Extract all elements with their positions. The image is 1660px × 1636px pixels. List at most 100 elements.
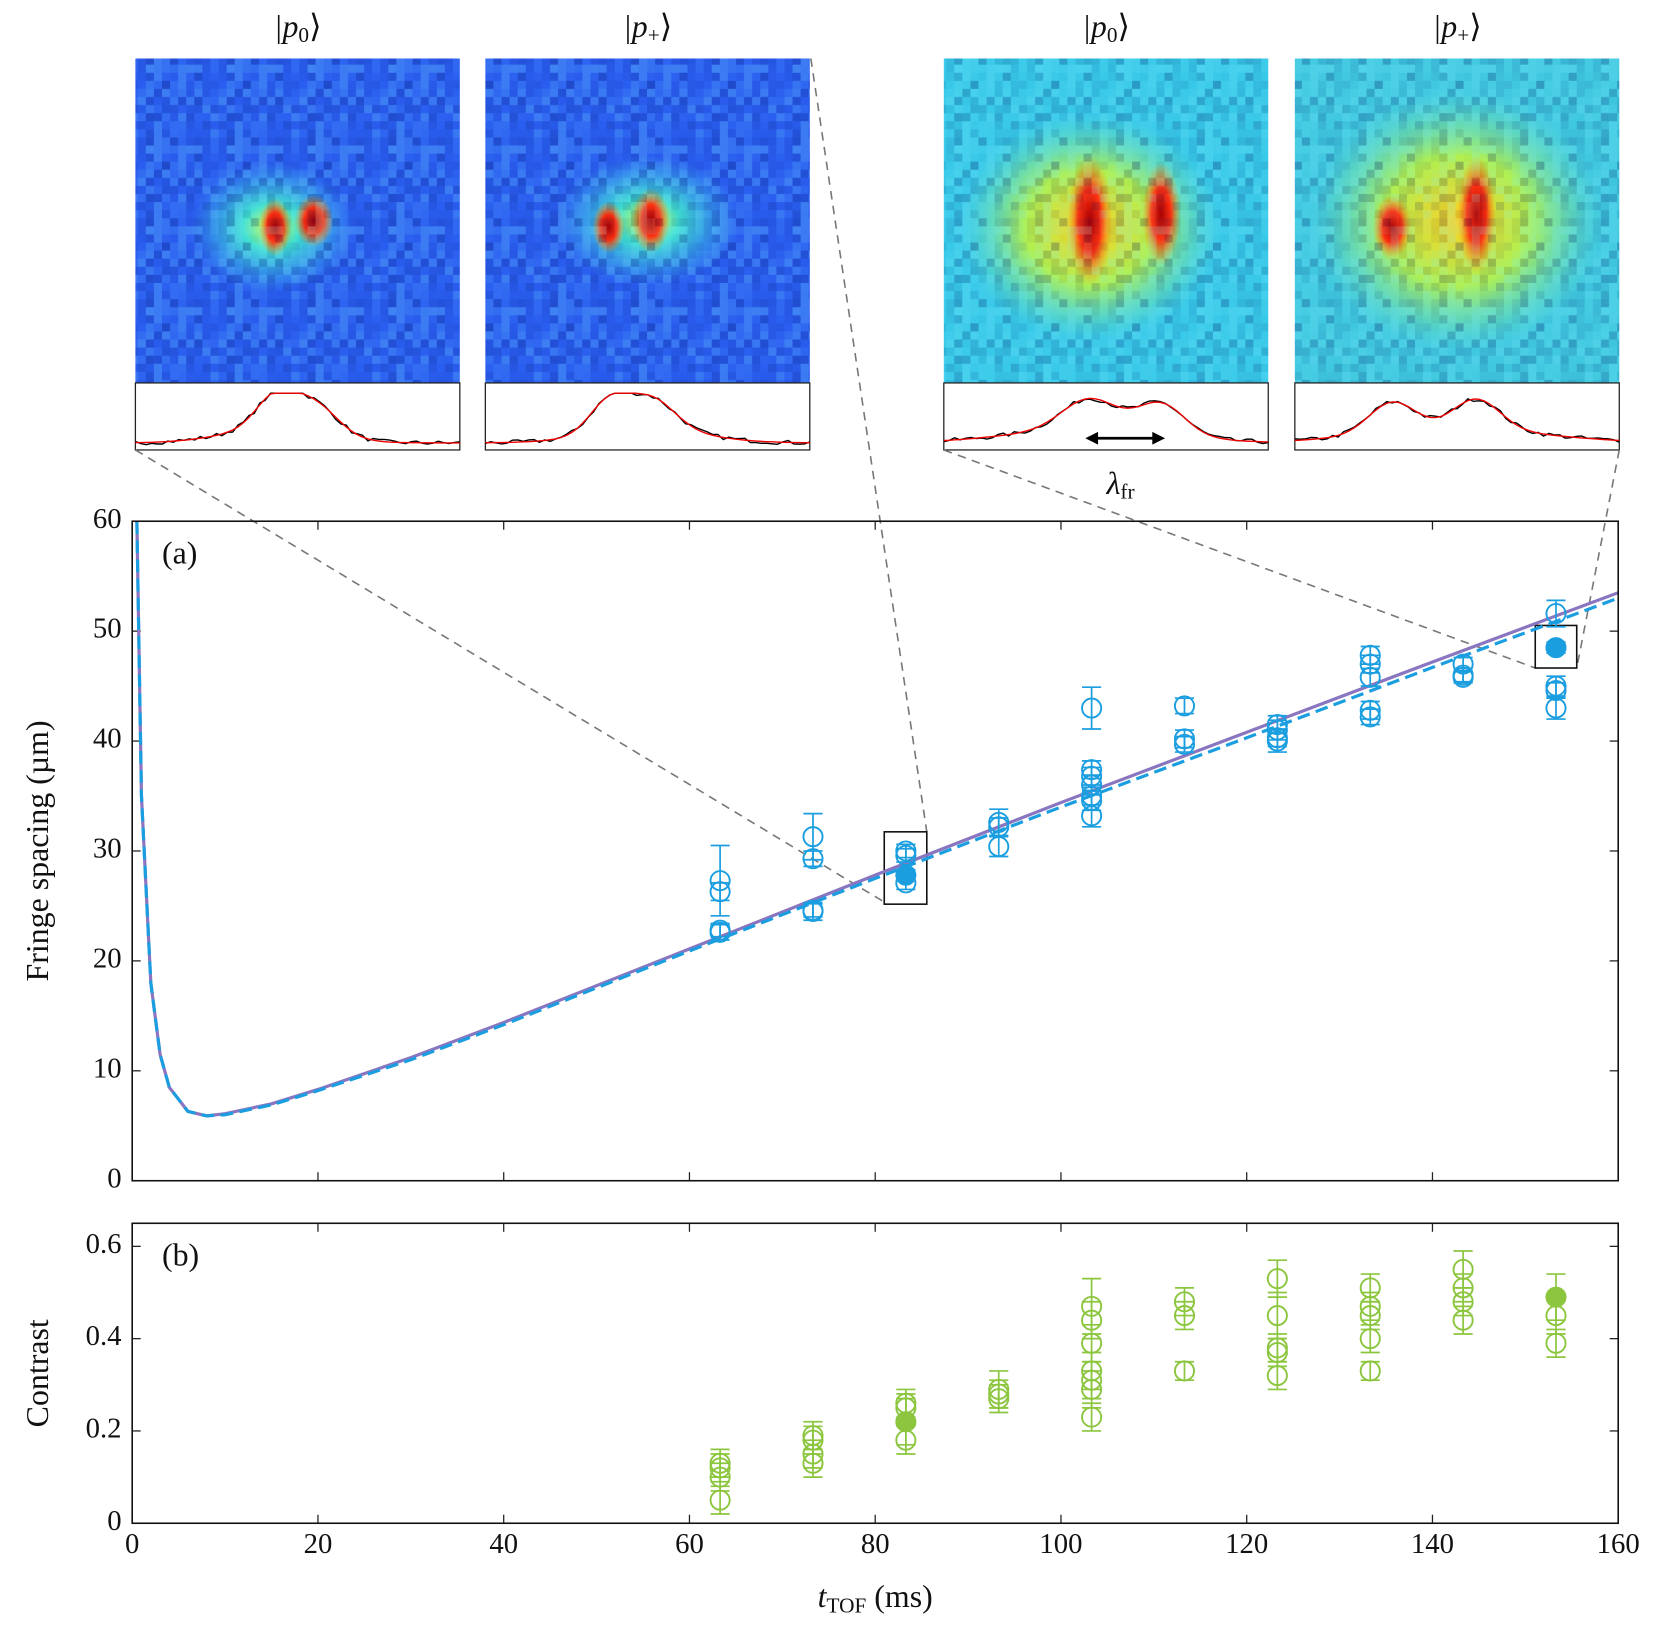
point [1266, 1365, 1288, 1387]
inset-label-part: ⟩ [309, 9, 321, 44]
heatmap-noise [485, 58, 810, 383]
point [1452, 1309, 1474, 1331]
zoom-line [1575, 449, 1621, 669]
x-tick-label: 100 [1039, 1528, 1082, 1560]
heatmap-noise [1294, 58, 1620, 383]
highlight-point [1545, 1286, 1567, 1308]
point [802, 1452, 824, 1474]
profile-fit [135, 392, 460, 444]
inset-label-part: |p [274, 9, 299, 44]
profile-box [943, 382, 1269, 451]
point [1266, 1305, 1288, 1327]
error-bar [1267, 729, 1287, 753]
zoom-line [943, 449, 1536, 669]
point [1081, 805, 1103, 827]
point [802, 826, 824, 848]
x-axis-label-part: TOF [827, 1593, 867, 1617]
y-tick-label: 50 [93, 613, 122, 645]
inset-label-part: 0 [1107, 23, 1118, 47]
error-bar [1546, 696, 1566, 720]
y-tick-label: 20 [93, 942, 122, 974]
y-tick-label: 0 [107, 1162, 121, 1194]
point [1173, 1305, 1196, 1327]
x-tick-label: 0 [125, 1528, 139, 1560]
x-axis-label-part: t [818, 1579, 828, 1614]
highlight-point [895, 864, 917, 886]
point [802, 848, 824, 870]
error-bar [1082, 803, 1102, 828]
inset-label-part: |p [1432, 9, 1457, 44]
profile-fit [943, 397, 1269, 443]
error-bar [710, 844, 730, 917]
inset-label: |p0⟩ [274, 9, 322, 47]
point [1081, 1378, 1103, 1400]
x-axis-label: tTOF (ms) [818, 1579, 933, 1617]
inset-label-part: |p [623, 9, 648, 44]
inset-label-part: ⟩ [1117, 9, 1129, 44]
x-tick-label: 80 [861, 1528, 890, 1560]
point [1081, 697, 1103, 719]
annotation: λfr [1106, 467, 1135, 504]
y-tick-label: 60 [93, 503, 122, 535]
point [1359, 1328, 1381, 1350]
error-bar [1267, 1291, 1287, 1340]
error-bar [1082, 686, 1102, 730]
plot-frame [131, 1222, 1620, 1525]
point [1081, 1406, 1103, 1428]
y-tick-label: 0.6 [86, 1228, 122, 1260]
profile-fit [485, 392, 810, 444]
x-tick-label: 40 [489, 1528, 518, 1560]
error-bar [1267, 1259, 1287, 1298]
plots: 0 10 20 30 40 50 60 Fringe spacing (µm) (a) 0 0.2 0… [20, 503, 1640, 1617]
y-tick-label: 0.2 [86, 1413, 122, 1445]
profile-box [1294, 382, 1620, 451]
point [709, 921, 731, 943]
fit-line [135, 521, 1619, 1118]
point [1359, 666, 1381, 688]
error-bar [1174, 697, 1195, 715]
panel-label: (b) [162, 1238, 199, 1273]
inset-label-part: + [1457, 23, 1469, 47]
profile-fit [1294, 398, 1620, 442]
x-tick-label: 60 [675, 1528, 704, 1560]
y-tick-label: 10 [93, 1052, 122, 1084]
inset-label: |p+⟩ [1432, 9, 1481, 47]
inset-label-part: + [648, 23, 660, 47]
annotation-part: fr [1120, 479, 1134, 503]
x-tick-label: 160 [1597, 1528, 1640, 1560]
heatmap-noise [135, 58, 460, 383]
error-bar [1453, 670, 1473, 684]
point [709, 881, 731, 903]
point [1173, 1360, 1196, 1382]
highlight-point [895, 1411, 917, 1433]
zoom-line [134, 449, 885, 903]
inset-label: |p0⟩ [1082, 9, 1130, 47]
y-tick-label: 40 [93, 723, 122, 755]
point [1266, 1268, 1288, 1290]
point [1359, 1360, 1381, 1382]
point [1359, 706, 1381, 728]
heatmap-noise [943, 58, 1269, 383]
insets: |p0⟩ |p+⟩ |p0⟩ |p+⟩λfr [134, 9, 1621, 905]
point [709, 1489, 731, 1511]
point [1173, 733, 1196, 755]
plot-frame [131, 520, 1620, 1182]
x-tick-label: 120 [1225, 1528, 1268, 1560]
point [1173, 695, 1196, 717]
point [802, 900, 824, 922]
x-tick-label: 20 [304, 1528, 333, 1560]
x-axis-label-part: (ms) [866, 1579, 932, 1614]
highlight-point [1545, 637, 1567, 659]
fit-line [135, 521, 1619, 1118]
y-tick-label: 30 [93, 833, 122, 865]
point [1266, 730, 1288, 752]
point [1545, 697, 1567, 719]
point [1545, 603, 1567, 625]
inset-label-part: ⟩ [660, 9, 672, 44]
y-tick-label: 0 [107, 1505, 121, 1537]
error-bar [803, 850, 823, 868]
zoom-box [883, 831, 928, 905]
inset-label: |p+⟩ [623, 9, 672, 47]
